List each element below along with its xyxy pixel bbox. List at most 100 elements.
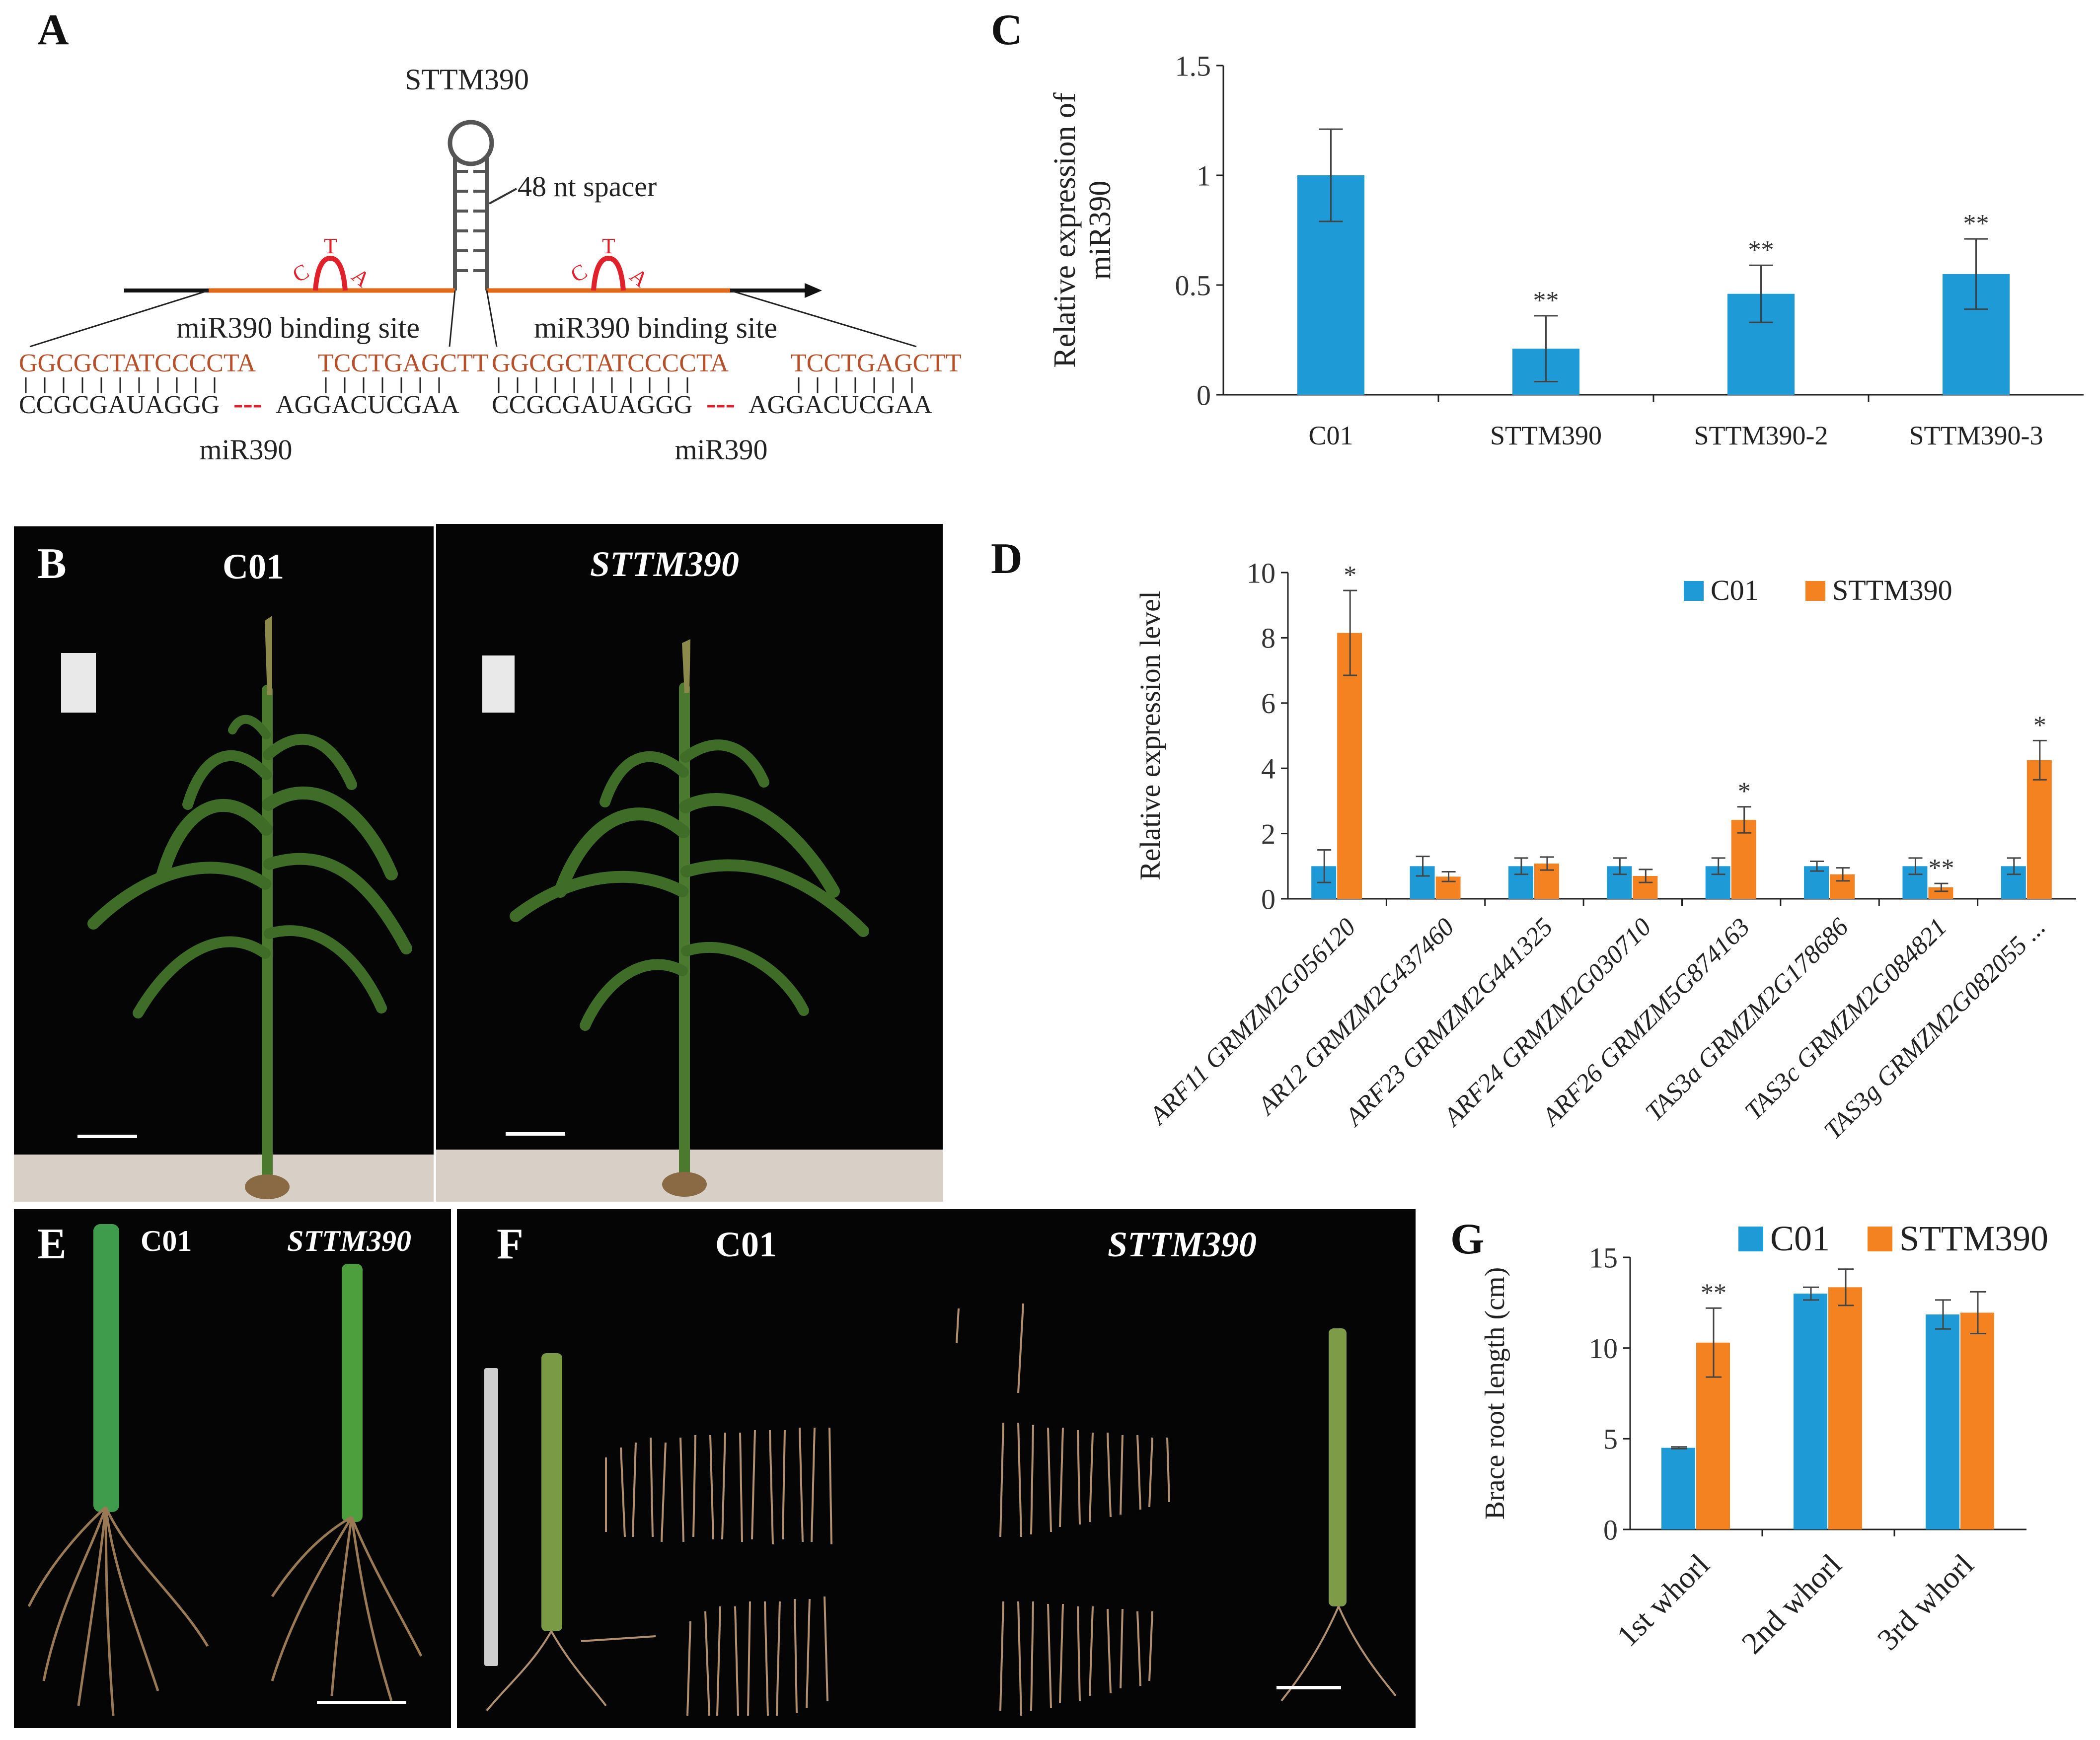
- binding-site-1: miR390 binding site GGCGCTATCCCCTA TCCTG…: [19, 311, 489, 466]
- construct-label: STTM390: [405, 63, 529, 96]
- legend-label: C01: [1711, 574, 1759, 606]
- binding-label-1: miR390 binding site: [176, 311, 420, 344]
- x-tick-label: ARF11 GRMZM2G056120: [1143, 913, 1361, 1131]
- binding-label-2: miR390 binding site: [534, 311, 777, 344]
- label-card: [61, 653, 96, 713]
- bottom-seq-2b: AGGACUCGAA: [749, 391, 932, 419]
- bar: [1794, 1294, 1827, 1529]
- y-tick-label: 8: [1261, 622, 1275, 654]
- bar: [1828, 1287, 1862, 1529]
- bulge-right-c: C: [567, 259, 592, 288]
- chart-d: 0 2 4 6 8 10 Relative expression level * ARF11 G…: [1134, 557, 2076, 1145]
- top-seq-1b: TCCTGAGCTT: [318, 349, 489, 377]
- significance-label: **: [1963, 210, 1989, 238]
- stems-and-roots-f: [484, 1303, 1397, 1716]
- x-tick-label: AR12 GRMZM2G437460: [1252, 913, 1460, 1121]
- y-tick-label: 15: [1589, 1241, 1618, 1274]
- legend-swatch: [1868, 1227, 1892, 1251]
- significance-label: *: [2033, 711, 2046, 739]
- y-tick-label: 1.5: [1175, 50, 1211, 82]
- bulge-left: [313, 255, 348, 291]
- panel-letter-c: C: [991, 6, 1023, 54]
- x-tick-label: ARF26 GRMZM5G874163: [1536, 913, 1755, 1132]
- label-c01: C01: [715, 1225, 777, 1264]
- label-c01: C01: [141, 1225, 192, 1257]
- maize-plant-c01: [87, 616, 412, 1199]
- x-tick-label: TAS3a GRMZM2G178686: [1640, 913, 1854, 1127]
- y-tick-label: 4: [1261, 753, 1275, 785]
- legend-swatch: [1684, 581, 1704, 601]
- bar: [1960, 1312, 1994, 1529]
- significance-label: **: [1701, 1279, 1726, 1307]
- y-tick-label: 5: [1603, 1423, 1618, 1455]
- photo-f: C01 STTM390: [457, 1209, 1416, 1728]
- y-tick-label: 0: [1197, 379, 1211, 411]
- bottom-seq-1a: CCGCGAUAGGG: [19, 391, 220, 419]
- bottom-seq-2a: CCGCGAUAGGG: [492, 391, 692, 419]
- stem-loop: [448, 120, 494, 290]
- photo-b-right: STTM390: [436, 524, 943, 1202]
- photo-e: C01 STTM390: [14, 1209, 451, 1728]
- panel-letter-f: F: [497, 1220, 524, 1268]
- label-card: [482, 655, 515, 713]
- bulge-left-a: A: [347, 263, 375, 292]
- legend-swatch: [1738, 1227, 1763, 1251]
- x-tick-label: 1st whorl: [1610, 1548, 1716, 1653]
- dash-2: ---: [706, 387, 735, 420]
- significance-label: **: [1748, 236, 1774, 264]
- label-sttm390: STTM390: [590, 544, 740, 584]
- label-c01: C01: [223, 547, 284, 586]
- x-tick-label: STTM390-2: [1694, 421, 1828, 450]
- x-tick-label: ARF23 GRMZM2G441325: [1339, 913, 1559, 1132]
- pairing-ticks-1: [25, 377, 440, 393]
- x-tick-label: TAS3c GRMZM2G084821: [1739, 913, 1952, 1126]
- x-tick-label: 3rd whorl: [1871, 1548, 1980, 1657]
- legend-label: C01: [1770, 1219, 1830, 1258]
- significance-label: *: [1738, 778, 1751, 806]
- floor: [14, 1155, 434, 1202]
- scale-bar: [317, 1701, 406, 1704]
- top-seq-1a: GGCGCTATCCCCTA: [19, 349, 256, 377]
- x-tick-label: STTM390-3: [1909, 421, 2043, 450]
- scale-bar: [506, 1132, 565, 1136]
- legend-swatch: [1805, 581, 1825, 601]
- y-tick-label: 6: [1261, 687, 1275, 720]
- y-tick-label: 1: [1197, 159, 1211, 192]
- significance-label: **: [1533, 287, 1559, 315]
- panel-letter-e: E: [37, 1220, 67, 1268]
- significance-label: **: [1928, 854, 1954, 882]
- y-tick-label: 2: [1261, 818, 1275, 850]
- panel-letter-b: B: [37, 540, 67, 588]
- x-tick-label: C01: [1308, 421, 1353, 450]
- bar: [1926, 1314, 1959, 1529]
- label-sttm390: STTM390: [1108, 1225, 1257, 1264]
- x-tick-label: STTM390: [1490, 421, 1602, 450]
- bar: [1661, 1448, 1695, 1529]
- chart-g: 0 5 10 15 Brace root length (cm) ** 1st whorl 2…: [1480, 1219, 2048, 1661]
- legend-label: STTM390: [1832, 574, 1952, 606]
- bar: [1337, 633, 1362, 899]
- y-axis-label: Relative expression level: [1134, 591, 1166, 880]
- bar: [1928, 887, 1953, 899]
- legend-label: STTM390: [1899, 1219, 2048, 1258]
- pairing-ticks-2: [498, 377, 913, 393]
- bulge-right: [591, 255, 626, 291]
- stems-and-roots-e: [27, 1224, 423, 1716]
- x-tick-label: 2nd whorl: [1735, 1548, 1848, 1661]
- top-seq-2a: GGCGCTATCCCCTA: [492, 349, 729, 377]
- chart-c: 0 0.5 1 1.5 Relative expression ofmiR390 C01 *…: [1048, 50, 2084, 450]
- photo-b-left: C01: [14, 526, 434, 1202]
- bar: [2026, 760, 2052, 899]
- mirna-label-2: miR390: [675, 434, 768, 466]
- y-tick-label: 0: [1603, 1514, 1618, 1546]
- scale-bar: [1276, 1686, 1341, 1689]
- bulge-right-t: T: [602, 234, 615, 258]
- panel-letter-d: D: [991, 535, 1023, 583]
- spacer-label: 48 nt spacer: [518, 170, 657, 203]
- label-sttm390: STTM390: [287, 1225, 412, 1257]
- binding-site-2: miR390 binding site GGCGCTATCCCCTA TCCTG…: [492, 311, 962, 466]
- y-tick-label: 0.5: [1175, 269, 1211, 301]
- significance-label: *: [1344, 561, 1356, 589]
- bottom-seq-1b: AGGACUCGAA: [276, 391, 459, 419]
- x-tick-label: ARF24 GRMZM2G030710: [1437, 913, 1657, 1132]
